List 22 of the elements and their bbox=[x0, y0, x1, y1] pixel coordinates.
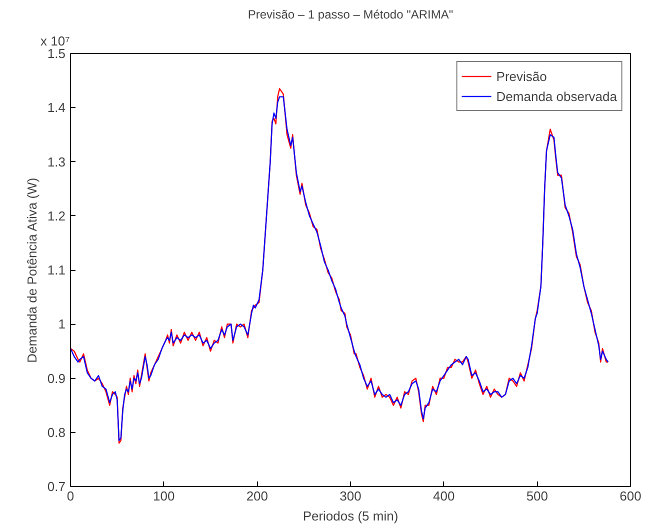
text: x 10⁷ bbox=[40, 34, 70, 48]
x-tick-label: 0 bbox=[66, 488, 74, 504]
y-tick-label: 0.9 bbox=[47, 370, 66, 386]
y-tick-label: 1.5 bbox=[47, 46, 66, 61]
y-tick-label: 0.7 bbox=[47, 479, 66, 494]
x-tick-label: 300 bbox=[340, 488, 362, 504]
x-tick-label: 400 bbox=[432, 488, 455, 504]
y-tick-label: 1 bbox=[58, 316, 66, 332]
x-axis-title: Periodos (5 min) bbox=[302, 508, 398, 524]
y-tick-label: 1.1 bbox=[47, 262, 66, 278]
y-axis-title: Demanda de Potência Ativa (W) bbox=[24, 178, 40, 363]
y-tick-label: 0.8 bbox=[47, 424, 66, 440]
x-tick-label: 500 bbox=[526, 488, 548, 504]
x-tick-label: 600 bbox=[620, 488, 642, 504]
chart-title: Previsão – 1 passo – Método "ARIMA" bbox=[248, 8, 454, 22]
y-tick-label: 1.2 bbox=[47, 208, 66, 224]
x-tick-label: 200 bbox=[246, 488, 268, 504]
x-tick-label: 100 bbox=[152, 488, 175, 504]
legend-label: Demanda observada bbox=[496, 88, 617, 104]
y-tick-label: 1.3 bbox=[47, 154, 66, 170]
legend-label: Previsão bbox=[496, 68, 547, 84]
y-tick-label: 1.4 bbox=[47, 100, 66, 116]
